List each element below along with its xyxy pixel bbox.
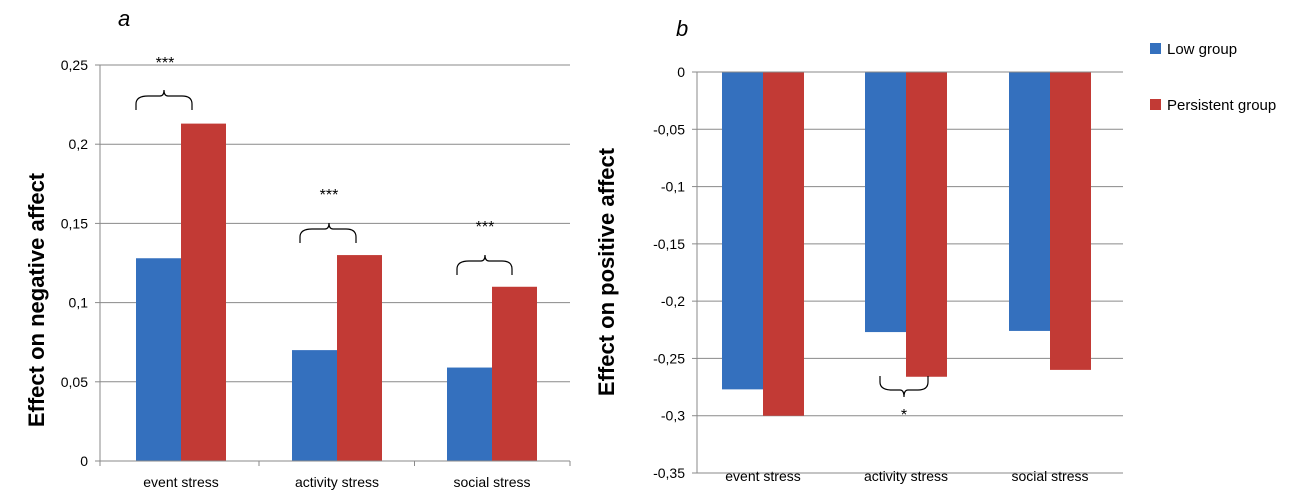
bar-low-group-event-stress xyxy=(722,72,763,390)
bar-persistent-group-social-stress xyxy=(1050,72,1091,370)
panel-a-label: a xyxy=(118,6,130,31)
y-tick-label: 0,15 xyxy=(61,215,88,231)
panel-b-y-tick-labels: 0 -0,05 -0,1 -0,15 -0,2 -0,25 -0,3 -0,35 xyxy=(653,64,685,481)
panel-b-label: b xyxy=(676,16,688,41)
legend: Low group Persistent group xyxy=(1150,41,1276,114)
y-tick-label: 0,05 xyxy=(61,374,88,390)
significance-bracket xyxy=(456,254,513,275)
x-category-label: event stress xyxy=(143,474,218,490)
significance-stars: *** xyxy=(156,55,175,72)
bar-persistent-group-social-stress xyxy=(492,286,537,461)
bar-persistent-group-activity-stress xyxy=(906,72,947,377)
panel-b-significance: * xyxy=(879,376,929,424)
panel-a-y-tick-labels: 0 0,05 0,1 0,15 0,2 0,25 xyxy=(61,57,88,469)
panel-a-category-labels: event stress activity stress social stress xyxy=(143,474,530,490)
panel-b-y-axis-label: Effect on positive affect xyxy=(594,147,619,396)
panel-a-axes xyxy=(95,64,571,466)
y-tick-label: 0,1 xyxy=(69,295,89,311)
legend-swatch-persistent-group xyxy=(1150,99,1161,110)
y-tick-label: -0,15 xyxy=(653,236,685,252)
legend-swatch-low-group xyxy=(1150,43,1161,54)
y-tick-label: 0,2 xyxy=(69,136,89,152)
x-category-label: activity stress xyxy=(295,474,379,490)
y-tick-label: -0,2 xyxy=(661,293,685,309)
x-category-label: social stress xyxy=(1011,468,1088,484)
significance-stars: *** xyxy=(476,219,495,236)
y-tick-label: -0,05 xyxy=(653,121,685,137)
panel-a-significance: *** *** *** xyxy=(135,55,513,275)
y-tick-label: 0 xyxy=(677,64,685,80)
significance-bracket xyxy=(135,89,193,110)
y-tick-label: -0,1 xyxy=(661,179,685,195)
chart-panel-a: a Effect on negative affect 0 0,05 0,1 0,15… xyxy=(24,6,571,490)
panel-b-category-labels: event stress activity stress social stress xyxy=(725,468,1088,484)
bar-persistent-group-activity-stress xyxy=(337,255,382,461)
significance-bracket xyxy=(299,222,357,243)
x-category-label: event stress xyxy=(725,468,800,484)
panel-b-bars xyxy=(722,72,1091,416)
bar-persistent-group-event-stress xyxy=(763,72,804,416)
y-tick-label: -0,25 xyxy=(653,350,685,366)
bar-low-group-event-stress xyxy=(136,258,181,461)
legend-label-low-group: Low group xyxy=(1167,41,1237,58)
panel-a-bars xyxy=(136,123,537,461)
bar-low-group-social-stress xyxy=(1009,72,1050,331)
significance-star: * xyxy=(901,407,907,424)
significance-bracket xyxy=(879,376,929,398)
y-tick-label: -0,3 xyxy=(661,408,685,424)
legend-label-persistent-group: Persistent group xyxy=(1167,97,1276,114)
y-tick-label: -0,35 xyxy=(653,465,685,481)
significance-stars: *** xyxy=(320,187,339,204)
bar-low-group-activity-stress xyxy=(865,72,906,333)
y-tick-label: 0 xyxy=(80,453,88,469)
panel-a-y-axis-label: Effect on negative affect xyxy=(24,172,49,427)
x-category-label: social stress xyxy=(453,474,530,490)
x-category-label: activity stress xyxy=(864,468,948,484)
y-tick-label: 0,25 xyxy=(61,57,88,73)
bar-low-group-activity-stress xyxy=(292,350,337,461)
bar-low-group-social-stress xyxy=(447,367,492,461)
bar-persistent-group-event-stress xyxy=(181,123,226,461)
panel-b-axes xyxy=(692,71,1123,474)
chart-panel-b: b Effect on positive affect 0 -0,05 -0,1 -0… xyxy=(594,16,1123,484)
